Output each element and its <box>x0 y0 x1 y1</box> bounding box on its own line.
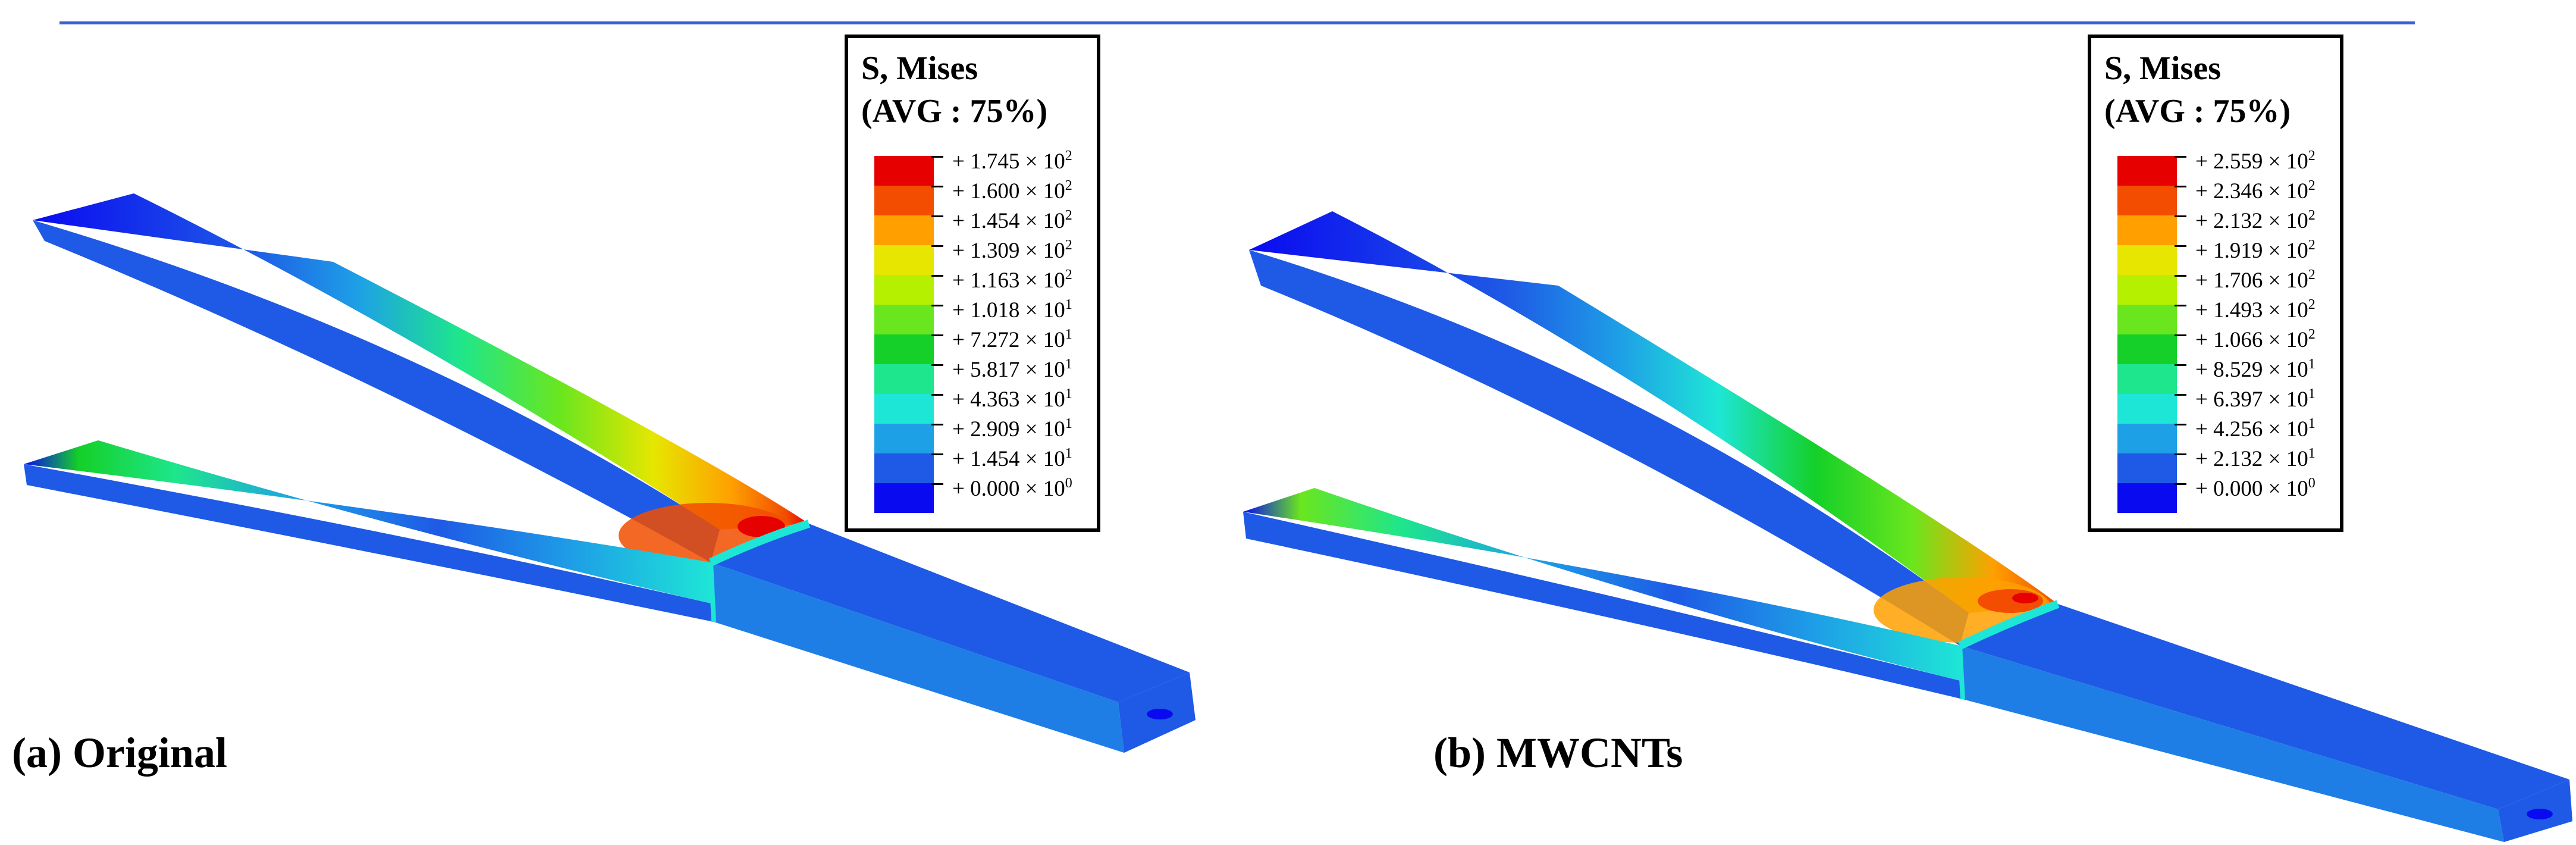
legend-value-label: + 1.745 × 102 <box>952 148 1072 174</box>
legend-value-label: + 8.529 × 101 <box>2195 356 2315 382</box>
legend-value-label: + 1.706 × 102 <box>2195 267 2315 293</box>
legend-swatch <box>2117 305 2177 334</box>
lower-arm-top-face <box>24 440 714 604</box>
legend-title: S, Mises <box>861 50 978 87</box>
upper-arm-side-face <box>1249 250 1969 646</box>
legend-subtitle: (AVG : 75%) <box>2104 93 2291 130</box>
legend-swatch <box>874 483 934 513</box>
legend-tick <box>2175 424 2186 425</box>
legend-tick <box>2175 364 2186 366</box>
legend-tick <box>2175 483 2186 485</box>
upper-arm-top-face <box>1249 211 2058 613</box>
legend-tick <box>931 394 943 396</box>
legend-swatch <box>2117 156 2177 186</box>
legend-swatch <box>2117 394 2177 424</box>
legend-swatch <box>874 186 934 215</box>
legend-value-label: + 7.272 × 101 <box>952 327 1072 352</box>
legend-tick <box>2175 245 2186 247</box>
legend-swatch <box>2117 453 2177 483</box>
legend-tick <box>931 334 943 336</box>
beam-side-face <box>1960 646 2504 842</box>
legend-swatch <box>2117 364 2177 394</box>
legend-value-label: + 1.600 × 102 <box>952 178 1072 204</box>
beam-top-face <box>1960 604 2569 809</box>
legend-color-bar <box>2117 156 2177 513</box>
legend-swatch <box>2117 483 2177 513</box>
legend-swatch <box>874 215 934 245</box>
lower-arm-top-face <box>1243 488 1963 681</box>
legend-value-label: + 1.919 × 102 <box>2195 237 2315 263</box>
legend-tick <box>931 186 943 187</box>
legend-value-label: + 2.909 × 101 <box>952 416 1072 442</box>
legend-swatch <box>874 364 934 394</box>
legend-value-label: + 1.454 × 102 <box>952 208 1072 233</box>
legend-color-bar <box>874 156 934 513</box>
top-rule <box>59 21 2415 24</box>
legend-value-label: + 2.132 × 101 <box>2195 446 2315 471</box>
stress-legend: S, Mises (AVG : 75%) + 2.559 × 102 + 2.34… <box>2088 35 2343 532</box>
legend-tick <box>2175 305 2186 306</box>
legend-swatch <box>874 245 934 275</box>
legend-value-label: + 2.132 × 102 <box>2195 208 2315 233</box>
legend-swatch <box>2117 334 2177 364</box>
legend-value-label: + 1.163 × 102 <box>952 267 1072 293</box>
legend-tick <box>2175 186 2186 187</box>
legend-value-label: + 6.397 × 101 <box>2195 386 2315 412</box>
legend-tick <box>2175 215 2186 217</box>
legend-tick <box>931 156 943 158</box>
lower-arm-side-face <box>24 464 714 622</box>
legend-tick <box>931 215 943 217</box>
stress-legend: S, Mises (AVG : 75%) + 1.745 × 102 + 1.60… <box>845 35 1100 532</box>
legend-value-label: + 1.018 × 101 <box>952 297 1072 323</box>
lower-arm-side-face <box>1243 512 1963 699</box>
panel-mwcnts: S, Mises (AVG : 75%) + 2.559 × 102 + 2.34… <box>1243 0 2576 845</box>
legend-swatch <box>874 424 934 453</box>
legend-title: S, Mises <box>2104 50 2221 87</box>
legend-value-label: + 1.066 × 102 <box>2195 327 2315 352</box>
legend-tick <box>931 305 943 306</box>
legend-value-label: + 5.817 × 101 <box>952 356 1072 382</box>
legend-swatch <box>2117 275 2177 305</box>
stress-contour-model-mwcnts <box>1243 211 2572 842</box>
legend-tick <box>2175 156 2186 158</box>
panel-original: S, Mises (AVG : 75%) + 1.745 × 102 + 1.60… <box>12 35 1196 777</box>
upper-arm-top-face <box>33 193 809 530</box>
legend-value-label: + 1.454 × 101 <box>952 446 1072 471</box>
legend-swatch <box>874 275 934 305</box>
legend-swatch <box>2117 424 2177 453</box>
legend-tick <box>931 364 943 366</box>
legend-value-label: + 1.493 × 102 <box>2195 297 2315 323</box>
legend-tick <box>931 245 943 247</box>
legend-swatch <box>874 334 934 364</box>
legend-tick <box>2175 334 2186 336</box>
legend-swatch <box>874 394 934 424</box>
legend-tick <box>2175 394 2186 396</box>
legend-value-label: + 4.256 × 101 <box>2195 416 2315 442</box>
legend-swatch <box>874 453 934 483</box>
legend-swatch <box>2117 186 2177 215</box>
upper-arm-side-face <box>33 220 720 562</box>
legend-tick <box>931 483 943 485</box>
legend-tick <box>2175 453 2186 455</box>
legend-swatch <box>2117 215 2177 245</box>
stress-contour-model-original <box>24 193 1196 753</box>
legend-swatch <box>2117 245 2177 275</box>
legend-swatch <box>874 305 934 334</box>
legend-value-label: + 0.000 × 100 <box>2195 475 2315 501</box>
panel-caption: (a) Original <box>12 729 227 777</box>
legend-value-label: + 4.363 × 101 <box>952 386 1072 412</box>
legend-value-label: + 2.346 × 102 <box>2195 178 2315 204</box>
legend-value-label: + 1.309 × 102 <box>952 237 1072 263</box>
legend-tick <box>2175 275 2186 277</box>
legend-subtitle: (AVG : 75%) <box>861 93 1048 130</box>
panel-caption: (b) MWCNTs <box>1433 729 1683 777</box>
legend-tick <box>931 453 943 455</box>
legend-tick <box>931 275 943 277</box>
beam-top-face <box>711 524 1190 702</box>
legend-value-label: + 0.000 × 100 <box>952 475 1072 501</box>
legend-swatch <box>874 156 934 186</box>
beam-side-face <box>711 562 1124 753</box>
legend-value-label: + 2.559 × 102 <box>2195 148 2315 174</box>
legend-tick <box>931 424 943 425</box>
